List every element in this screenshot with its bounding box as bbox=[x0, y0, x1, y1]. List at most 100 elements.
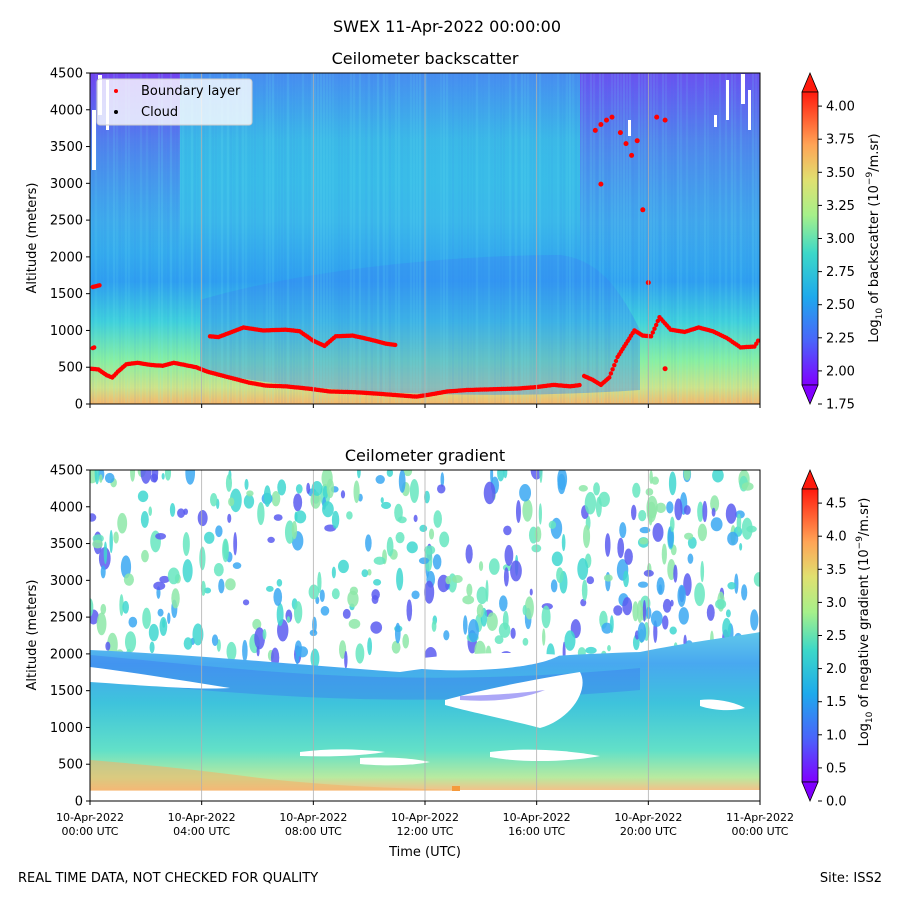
y-tick-label: 1000 bbox=[50, 721, 83, 736]
colorbar-tick-label: 3.0 bbox=[826, 596, 847, 611]
x-tick-time: 12:00 UTC bbox=[396, 825, 453, 838]
boundary-layer-point bbox=[623, 141, 629, 147]
x-tick-time: 04:00 UTC bbox=[173, 825, 230, 838]
colorbar-tick-label: 1.5 bbox=[826, 695, 847, 710]
y-tick-label: 4000 bbox=[50, 500, 83, 515]
boundary-layer-point bbox=[612, 363, 617, 368]
boundary-layer-point bbox=[654, 322, 659, 328]
y-tick-label: 3000 bbox=[50, 177, 83, 192]
gradient-xlabel: Time (UTC) bbox=[388, 845, 461, 860]
colorbar-tick-label: 1.75 bbox=[826, 398, 855, 413]
boundary-layer-point bbox=[655, 318, 660, 324]
boundary-layer-point bbox=[617, 130, 623, 136]
colorbar-tick-label: 4.00 bbox=[826, 100, 855, 115]
y-tick-label: 3000 bbox=[50, 574, 83, 589]
boundary-layer-point bbox=[592, 127, 598, 133]
boundary-layer-point bbox=[613, 358, 619, 364]
colorbar-tick-label: 2.25 bbox=[826, 331, 855, 346]
colorbar-tick-label: 0.0 bbox=[826, 795, 847, 810]
backscatter-ylabel: Altitude (meters) bbox=[25, 183, 40, 294]
colorbar-tick-label: 4.0 bbox=[826, 530, 847, 545]
gradient-colorbar-label: Log10 of negative gradient (10−9/m.sr) bbox=[855, 498, 875, 747]
gradient-heatmap bbox=[90, 470, 760, 801]
y-tick-label: 500 bbox=[58, 758, 83, 773]
y-tick-label: 1000 bbox=[50, 324, 83, 339]
legend-boundary-layer-marker bbox=[114, 89, 118, 93]
y-tick-label: 2000 bbox=[50, 250, 83, 265]
x-tick-date: 10-Apr-2022 bbox=[279, 811, 347, 824]
colorbar-tick-label: 2.0 bbox=[826, 662, 847, 677]
boundary-layer-point bbox=[92, 345, 97, 350]
boundary-layer-series bbox=[90, 114, 760, 399]
legend: Boundary layer Cloud bbox=[96, 78, 253, 126]
colorbar-tick-label: 2.75 bbox=[826, 265, 855, 280]
boundary-layer-point bbox=[577, 382, 582, 388]
colorbar-tick-label: 2.50 bbox=[826, 298, 855, 313]
x-tick-date: 10-Apr-2022 bbox=[391, 811, 459, 824]
boundary-layer-point bbox=[662, 366, 668, 372]
y-tick-label: 1500 bbox=[50, 684, 83, 699]
x-tick-date: 10-Apr-2022 bbox=[168, 811, 236, 824]
gradient-colorbar: 0.0 0.5 1.0 1.5 2.0 2.5 3.0 3.5 4.0 4.5 Log10 of … bbox=[801, 468, 875, 810]
backscatter-x-axis bbox=[89, 404, 761, 408]
colorbar-tick-label: 3.50 bbox=[826, 166, 855, 181]
gradient-y-axis: 0 500 1000 1500 2000 2500 3000 3500 4000 4500 bbox=[50, 464, 90, 810]
boundary-layer-point bbox=[650, 330, 655, 335]
y-tick-label: 0 bbox=[75, 795, 83, 810]
backscatter-colorbar-label: Log10 of backscatter (10−9/m.sr) bbox=[865, 133, 885, 342]
x-tick-time: 08:00 UTC bbox=[285, 825, 342, 838]
colorbar-tick-label: 3.75 bbox=[826, 133, 855, 148]
legend-boundary-layer-label: Boundary layer bbox=[141, 84, 241, 99]
x-tick-time: 00:00 UTC bbox=[61, 825, 118, 838]
boundary-layer-point bbox=[608, 371, 614, 376]
boundary-layer-point bbox=[97, 283, 102, 288]
y-tick-label: 2000 bbox=[50, 647, 83, 662]
backscatter-colorbar: 1.75 2.00 2.25 2.50 2.75 3.00 3.25 3.50 3.75 4.00… bbox=[801, 71, 885, 413]
boundary-layer-point bbox=[609, 114, 615, 120]
site-label: Site: ISS2 bbox=[820, 871, 882, 886]
boundary-layer-point bbox=[654, 114, 660, 120]
x-tick-date: 10-Apr-2022 bbox=[503, 811, 571, 824]
boundary-layer-point bbox=[640, 207, 646, 213]
x-tick-date: 10-Apr-2022 bbox=[56, 811, 124, 824]
gradient-title: Ceilometer gradient bbox=[345, 446, 505, 465]
colorbar-tick-label: 2.00 bbox=[826, 364, 855, 379]
y-tick-label: 1500 bbox=[50, 287, 83, 302]
y-tick-label: 4500 bbox=[50, 67, 83, 82]
boundary-layer-point bbox=[598, 181, 604, 187]
backscatter-y-axis: 0 500 1000 1500 2000 2500 3000 3500 4000 4500 bbox=[50, 67, 90, 413]
boundary-layer-point bbox=[648, 334, 654, 339]
boundary-layer-point bbox=[662, 117, 668, 123]
y-tick-label: 4000 bbox=[50, 103, 83, 118]
y-tick-label: 3500 bbox=[50, 140, 83, 155]
x-tick-date: 10-Apr-2022 bbox=[614, 811, 682, 824]
boundary-layer-point bbox=[755, 338, 760, 343]
colorbar-tick-label: 2.5 bbox=[826, 629, 847, 644]
legend-cloud-label: Cloud bbox=[141, 105, 178, 120]
boundary-layer-point bbox=[393, 342, 398, 348]
boundary-layer-point bbox=[634, 138, 640, 144]
colorbar-tick-label: 4.5 bbox=[826, 497, 847, 512]
y-tick-label: 500 bbox=[58, 361, 83, 376]
gradient-ylabel: Altitude (meters) bbox=[25, 580, 40, 691]
y-tick-label: 2500 bbox=[50, 611, 83, 626]
legend-cloud-marker bbox=[114, 110, 118, 114]
colorbar-tick-label: 3.25 bbox=[826, 199, 855, 214]
colorbar-tick-label: 3.5 bbox=[826, 563, 847, 578]
x-tick-time: 16:00 UTC bbox=[508, 825, 565, 838]
x-tick-time: 20:00 UTC bbox=[620, 825, 677, 838]
figure-suptitle: SWEX 11-Apr-2022 00:00:00 bbox=[333, 17, 561, 36]
colorbar-tick-label: 3.00 bbox=[826, 232, 855, 247]
backscatter-heatmap bbox=[90, 73, 760, 404]
backscatter-title: Ceilometer backscatter bbox=[332, 49, 519, 68]
boundary-layer-point bbox=[652, 326, 657, 331]
colorbar-tick-label: 0.5 bbox=[826, 761, 847, 776]
boundary-layer-point bbox=[598, 122, 604, 127]
y-tick-label: 0 bbox=[75, 398, 83, 413]
colorbar-tick-label: 1.0 bbox=[826, 728, 847, 743]
boundary-layer-point bbox=[629, 152, 635, 158]
x-tick-time: 00:00 UTC bbox=[731, 825, 788, 838]
quality-disclaimer: REAL TIME DATA, NOT CHECKED FOR QUALITY bbox=[18, 871, 318, 886]
